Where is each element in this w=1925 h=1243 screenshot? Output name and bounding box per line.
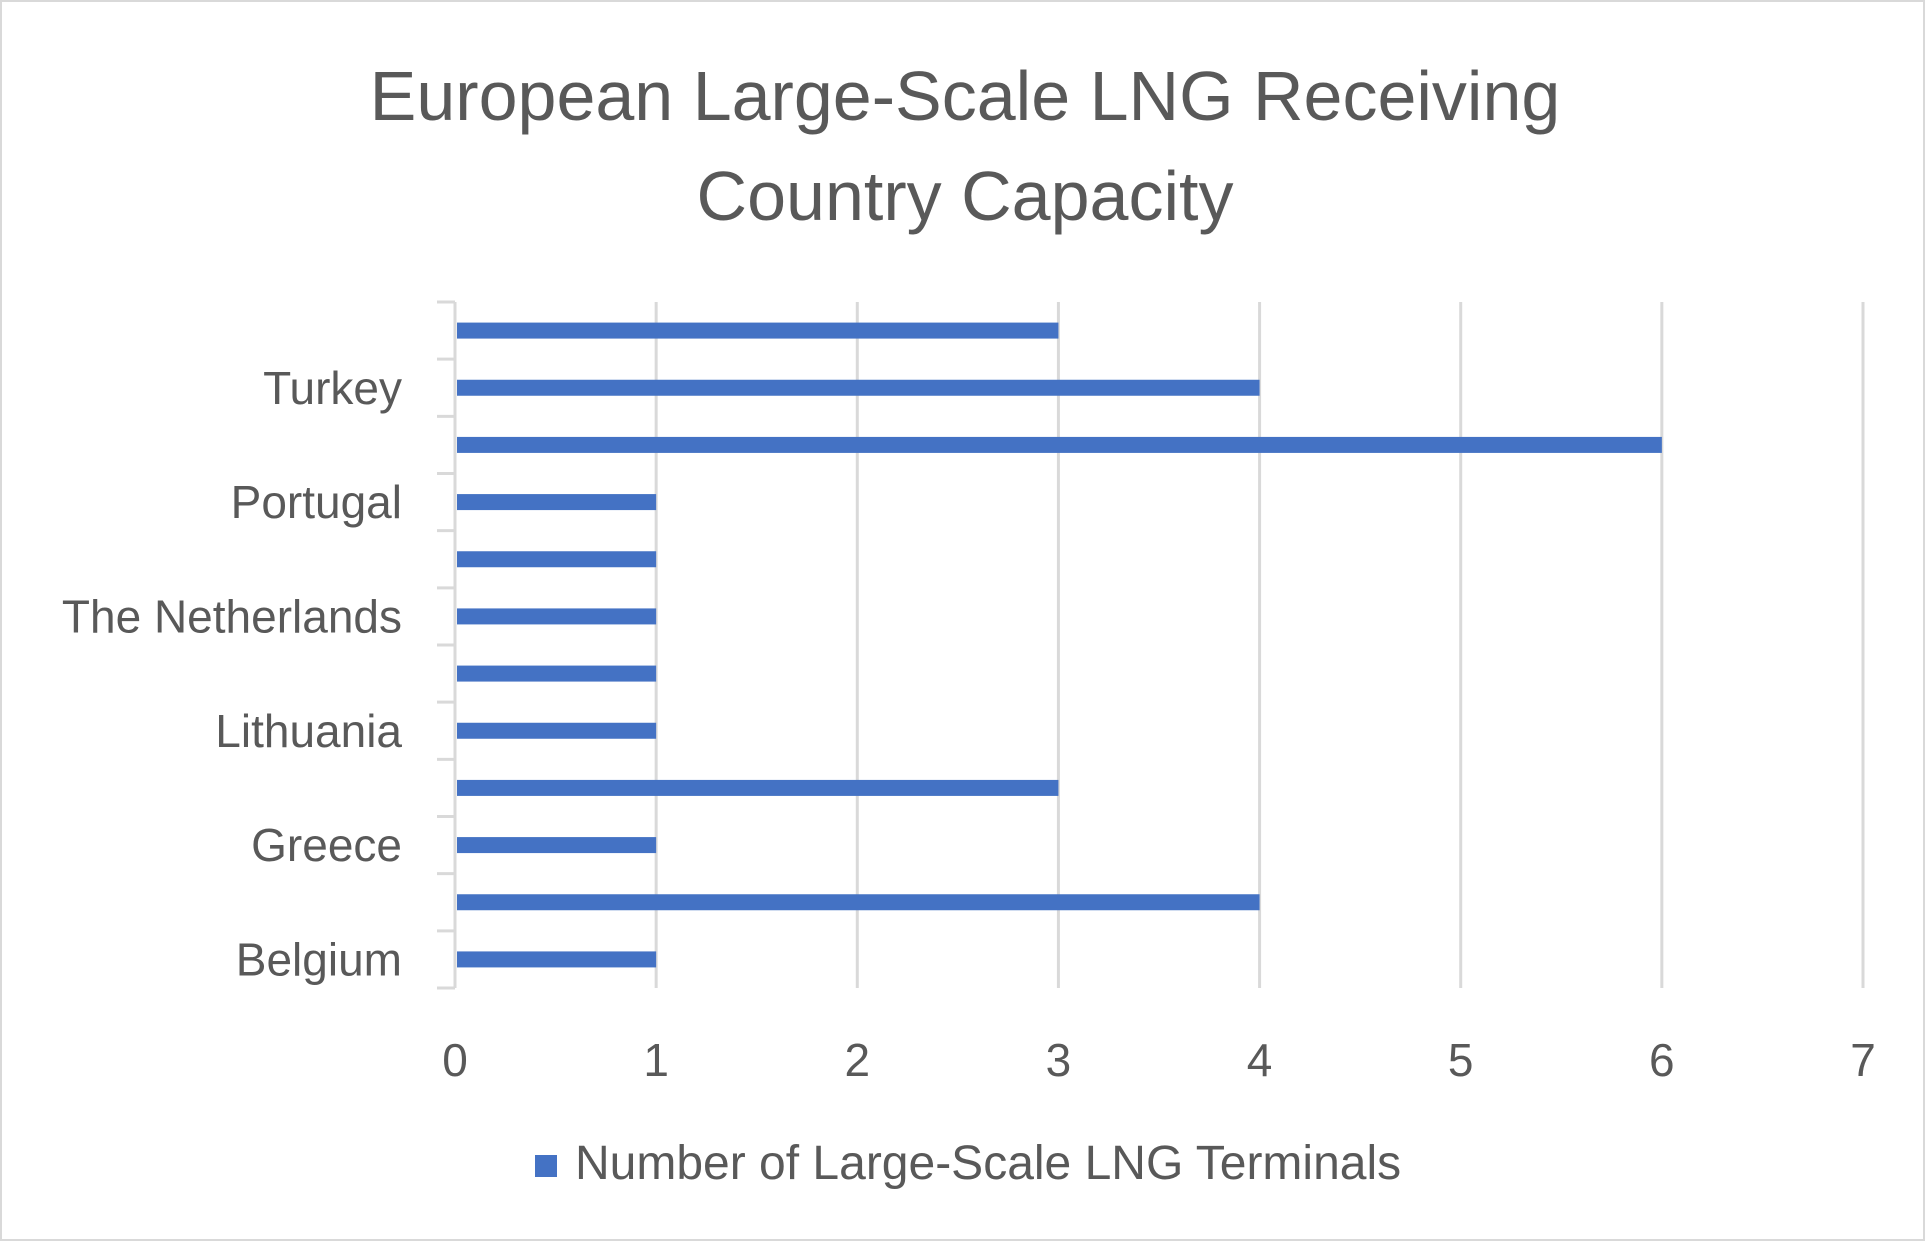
bar-item-7 (457, 551, 657, 568)
legend-label: Number of Large-Scale LNG Terminals (575, 1137, 1401, 1190)
x-tick-label-4: 4 (1247, 1034, 1273, 1086)
x-tick-label-0: 0 (442, 1034, 468, 1086)
x-tick-label-6: 6 (1649, 1034, 1675, 1086)
category-label-greece: Greece (251, 819, 402, 871)
bar-item-11 (457, 322, 1059, 339)
x-tick-labels: 0 1 2 3 4 5 6 7 (442, 1034, 1876, 1086)
bar-item-5 (457, 665, 657, 682)
axes (437, 300, 457, 990)
chart-title: European Large-Scale LNG Receiving Count… (370, 57, 1561, 235)
bar-lithuania (457, 722, 657, 739)
category-label-lithuania: Lithuania (215, 705, 402, 757)
category-label-turkey: Turkey (263, 362, 402, 414)
chart-title-line-2: Country Capacity (697, 157, 1234, 235)
x-tick-label-5: 5 (1448, 1034, 1474, 1086)
chart-title-line-1: European Large-Scale LNG Receiving (370, 57, 1561, 135)
gridlines (654, 302, 1865, 988)
category-label-portugal: Portugal (231, 476, 402, 528)
bar-turkey (457, 379, 1260, 396)
bar-belgium (457, 951, 657, 968)
legend-swatch (535, 1155, 557, 1177)
bar-item-1 (457, 894, 1260, 911)
category-label-belgium: Belgium (236, 933, 402, 985)
bars (457, 322, 1662, 968)
x-tick-label-2: 2 (844, 1034, 870, 1086)
legend: Number of Large-Scale LNG Terminals (535, 1137, 1401, 1190)
bar-item-3 (457, 779, 1059, 796)
bar-item-9 (457, 436, 1662, 453)
category-labels: Belgium Greece Lithuania The Netherlands Por… (62, 362, 403, 986)
x-tick-label-7: 7 (1850, 1034, 1876, 1086)
category-label-the-netherlands: The Netherlands (62, 590, 402, 642)
x-tick-label-1: 1 (643, 1034, 669, 1086)
bar-greece (457, 837, 657, 854)
x-tick-label-3: 3 (1046, 1034, 1072, 1086)
bar-the-netherlands (457, 608, 657, 625)
bar-portugal (457, 494, 657, 511)
